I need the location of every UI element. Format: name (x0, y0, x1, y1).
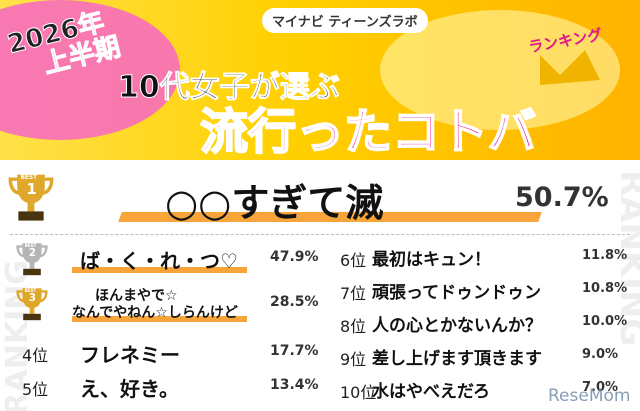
word: 差し上げます頂きます (372, 349, 542, 369)
share: 28.5% (270, 294, 319, 310)
share: 11.8% (582, 248, 628, 263)
trophy-rank: 1 (26, 180, 37, 199)
credit: ReseMom (548, 386, 631, 406)
rank: 4位 (22, 346, 49, 365)
trophy-label: BEST (24, 288, 37, 294)
subtitle: 10代女子が選ぶ (118, 70, 341, 106)
share: 17.7% (270, 343, 319, 359)
side-watermark: RANKING (612, 170, 640, 347)
trophy-icon (8, 174, 54, 221)
rank1-word: ○○すぎて滅 (165, 181, 384, 225)
brand: マイナビ ティーンズラボ (262, 8, 428, 33)
title: 流行ったコトバ (199, 103, 537, 161)
share: 10.0% (582, 314, 628, 329)
word: え、好き。 (80, 377, 179, 401)
divider (10, 234, 630, 235)
word: 水はやべえだろ (372, 382, 490, 402)
share: 10.8% (582, 281, 628, 296)
word: ば・く・れ・つ♡ (80, 249, 238, 273)
word-line: なんでやねん☆しらんけど (72, 305, 238, 321)
trophy (16, 240, 48, 278)
word: 最初はキュン！ (372, 250, 491, 270)
rank1-share: 50.7% (515, 182, 609, 213)
trophy (16, 285, 48, 323)
trophy-icon (16, 288, 48, 321)
rank: 8位 (340, 317, 367, 336)
header: 2026年 上半期 マイナビ ティーンズラボ 10代女子が選ぶ 流行ったコトバ … (0, 0, 640, 161)
underline (72, 316, 247, 322)
rank: 9位 (340, 350, 367, 369)
word: 人の心とかないんか？ (372, 316, 542, 336)
trophy-label: BEST (20, 174, 38, 181)
trophy-label: BEST (24, 243, 37, 249)
share: 13.4% (270, 377, 319, 393)
word: フレネミー (80, 343, 180, 367)
word: 頑張ってドゥンドゥン (372, 283, 542, 303)
rank: 7位 (340, 284, 367, 303)
rank: 10位 (340, 383, 377, 402)
share: 47.9% (270, 249, 319, 265)
underline (72, 267, 247, 273)
share: 7.0% (582, 380, 619, 395)
share: 9.0% (582, 347, 619, 362)
trophy-rank: 2 (28, 247, 37, 260)
trophy-rank: 3 (28, 292, 37, 305)
trophy (8, 170, 54, 225)
header-decor (0, 0, 620, 140)
word-line: ほんまやで☆ (95, 288, 178, 304)
trophy-icon (16, 243, 48, 276)
rank: 5位 (22, 380, 49, 399)
rank: 6位 (340, 251, 367, 270)
